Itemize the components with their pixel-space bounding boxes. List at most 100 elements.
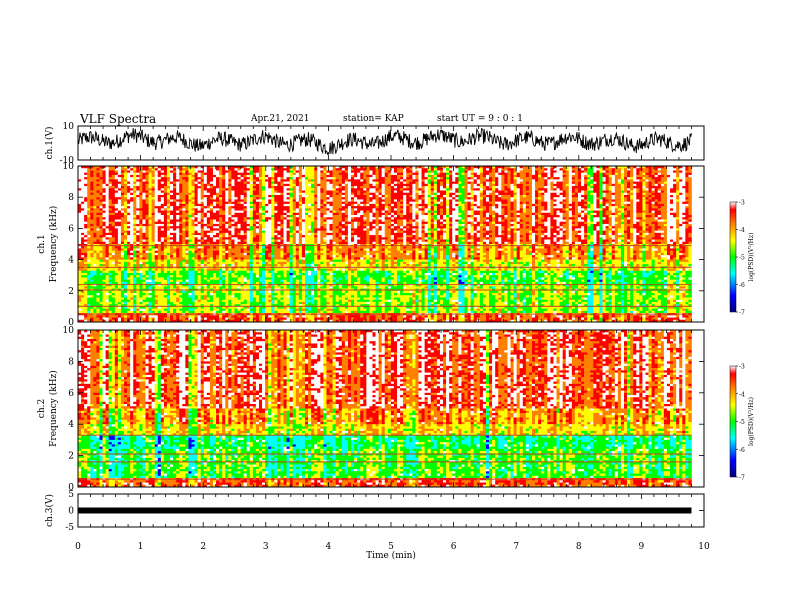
spectro-cell xyxy=(605,168,609,171)
spectro-cell xyxy=(455,192,459,196)
spectro-cell xyxy=(308,177,312,180)
spectro-cell xyxy=(482,181,487,185)
spectro-cell xyxy=(685,174,689,178)
spectro-cell xyxy=(258,206,263,209)
spectro-cell xyxy=(602,183,606,187)
spectro-cell xyxy=(415,206,419,209)
spectro-cell xyxy=(587,190,591,194)
spectro-cell xyxy=(133,201,137,205)
spectro-cell xyxy=(501,166,505,169)
spectro-cell xyxy=(163,217,168,220)
spectro-cell xyxy=(397,174,401,178)
spectro-cell xyxy=(525,188,530,191)
spectro-cell xyxy=(516,201,521,205)
spectro-cell xyxy=(676,206,680,209)
spectro-cell xyxy=(682,210,686,214)
spectro-cell xyxy=(90,206,94,209)
spectro-cell xyxy=(666,210,671,214)
spectro-cell xyxy=(363,181,367,185)
spectro-cell xyxy=(298,215,303,218)
spectro-cell xyxy=(467,170,471,173)
spectro-cell xyxy=(446,170,450,173)
spectro-cell xyxy=(298,219,303,223)
spectro-cell xyxy=(461,215,465,218)
spectro-cell xyxy=(326,203,330,207)
spectro-cell xyxy=(366,174,370,178)
spectro-cell xyxy=(209,168,214,171)
spectro-cell xyxy=(96,188,100,191)
spectro-cell xyxy=(525,168,530,171)
spectro-cell xyxy=(240,203,244,207)
spectro-cell xyxy=(292,199,297,202)
spectro-cell xyxy=(654,203,659,207)
spectro-cell xyxy=(344,197,349,200)
spectro-cell xyxy=(84,199,88,202)
spectro-cell xyxy=(154,206,159,209)
spectro-cell xyxy=(461,190,465,194)
spectro-cell xyxy=(127,217,131,220)
spectro-cell xyxy=(421,212,425,216)
spectro-cell xyxy=(360,179,364,182)
spectro-cell xyxy=(409,215,413,218)
spectro-cell xyxy=(369,217,373,220)
spectro-cell xyxy=(78,177,82,180)
spectro-cell xyxy=(504,210,508,214)
spectro-cell xyxy=(124,197,128,200)
spectro-cell xyxy=(596,215,600,218)
spectro-cell xyxy=(347,201,352,205)
spectro-cell xyxy=(682,217,686,220)
spectro-cell xyxy=(412,179,416,182)
spectro-cell xyxy=(384,217,389,220)
spectro-cell xyxy=(160,215,165,218)
spectro-cell xyxy=(243,215,248,218)
spectro-cell xyxy=(397,206,401,209)
spectro-cell xyxy=(277,166,281,169)
spectro-cell xyxy=(433,194,438,198)
spectro-cell xyxy=(127,177,131,180)
spectro-cell xyxy=(295,166,300,169)
spectro-cell xyxy=(268,188,272,191)
spectro-cell xyxy=(596,208,600,211)
spectro-cell xyxy=(203,212,208,216)
spectro-cell xyxy=(151,210,155,214)
spectro-cell xyxy=(240,170,244,173)
spectro-cell xyxy=(528,183,533,187)
spectro-cell xyxy=(455,174,459,178)
spectro-cell xyxy=(378,208,382,211)
spectro-cell xyxy=(446,206,450,209)
spectro-cell xyxy=(455,194,459,198)
spectro-cell xyxy=(246,177,251,180)
spectro-cell xyxy=(596,179,600,182)
spectro-cell xyxy=(308,197,312,200)
spectro-cell xyxy=(105,179,109,182)
spectro-cell xyxy=(197,177,201,180)
spectro-cell xyxy=(231,217,235,220)
spectro-cell xyxy=(492,210,496,214)
spectro-cell xyxy=(197,217,201,220)
spectro-cell xyxy=(341,203,346,207)
spectro-cell xyxy=(412,210,416,214)
spectro-cell xyxy=(492,168,496,171)
spectro-cell xyxy=(651,219,655,223)
spectro-cell xyxy=(311,217,315,220)
spectro-cell xyxy=(663,197,668,200)
spectro-cell xyxy=(283,194,287,198)
spectro-cell xyxy=(292,197,297,200)
spectro-cell xyxy=(531,172,536,176)
spectro-cell xyxy=(360,192,364,196)
spectro-cell xyxy=(298,188,303,191)
spectro-cell xyxy=(363,212,367,216)
spectro-cell xyxy=(424,197,428,200)
spectro-cell xyxy=(651,194,655,198)
spectro-cell xyxy=(473,172,478,176)
spectro-cell xyxy=(133,166,137,169)
spectro-cell xyxy=(139,203,143,207)
spectro-cell xyxy=(556,177,560,180)
spectro-cell xyxy=(685,206,689,209)
spectro-cell xyxy=(360,177,364,180)
spectro-cell xyxy=(148,201,152,205)
spectro-cell xyxy=(188,172,192,176)
spectro-cell xyxy=(185,215,189,218)
spectro-cell xyxy=(117,197,122,200)
spectro-cell xyxy=(338,199,343,202)
